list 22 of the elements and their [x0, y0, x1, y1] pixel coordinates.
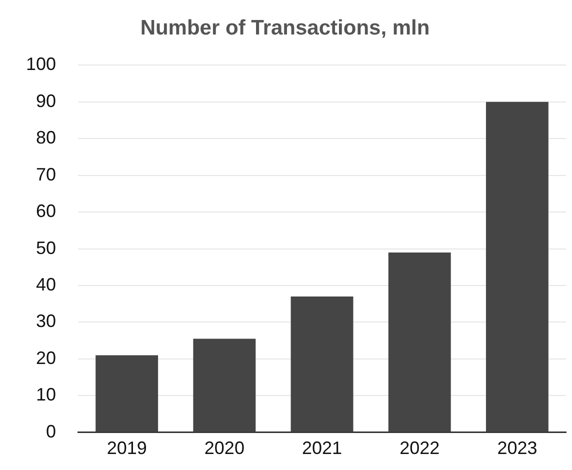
y-tick-label: 20: [36, 348, 56, 368]
y-tick-label: 90: [36, 90, 56, 111]
y-tick-label: 10: [36, 384, 56, 405]
x-tick-label: 2022: [400, 438, 440, 458]
x-tick-label: 2021: [302, 438, 342, 458]
bar: [486, 102, 548, 432]
chart-title: Number of Transactions, mln: [140, 16, 430, 40]
x-tick-label: 2020: [204, 438, 244, 458]
y-tick-label: 30: [36, 311, 56, 332]
y-tick-label: 0: [46, 421, 56, 442]
bar: [388, 252, 451, 432]
y-tick-label: 50: [36, 238, 56, 258]
y-tick-label: 60: [36, 201, 56, 222]
x-tick-label: 2019: [106, 438, 147, 458]
y-tick-label: 80: [36, 128, 56, 148]
x-tick-label: 2023: [497, 438, 538, 458]
bar: [193, 338, 256, 432]
y-tick-label: 40: [36, 274, 56, 294]
y-tick-label: 100: [26, 54, 56, 74]
bar: [290, 296, 354, 432]
bar: [96, 355, 158, 432]
y-tick-label: 70: [36, 164, 56, 184]
